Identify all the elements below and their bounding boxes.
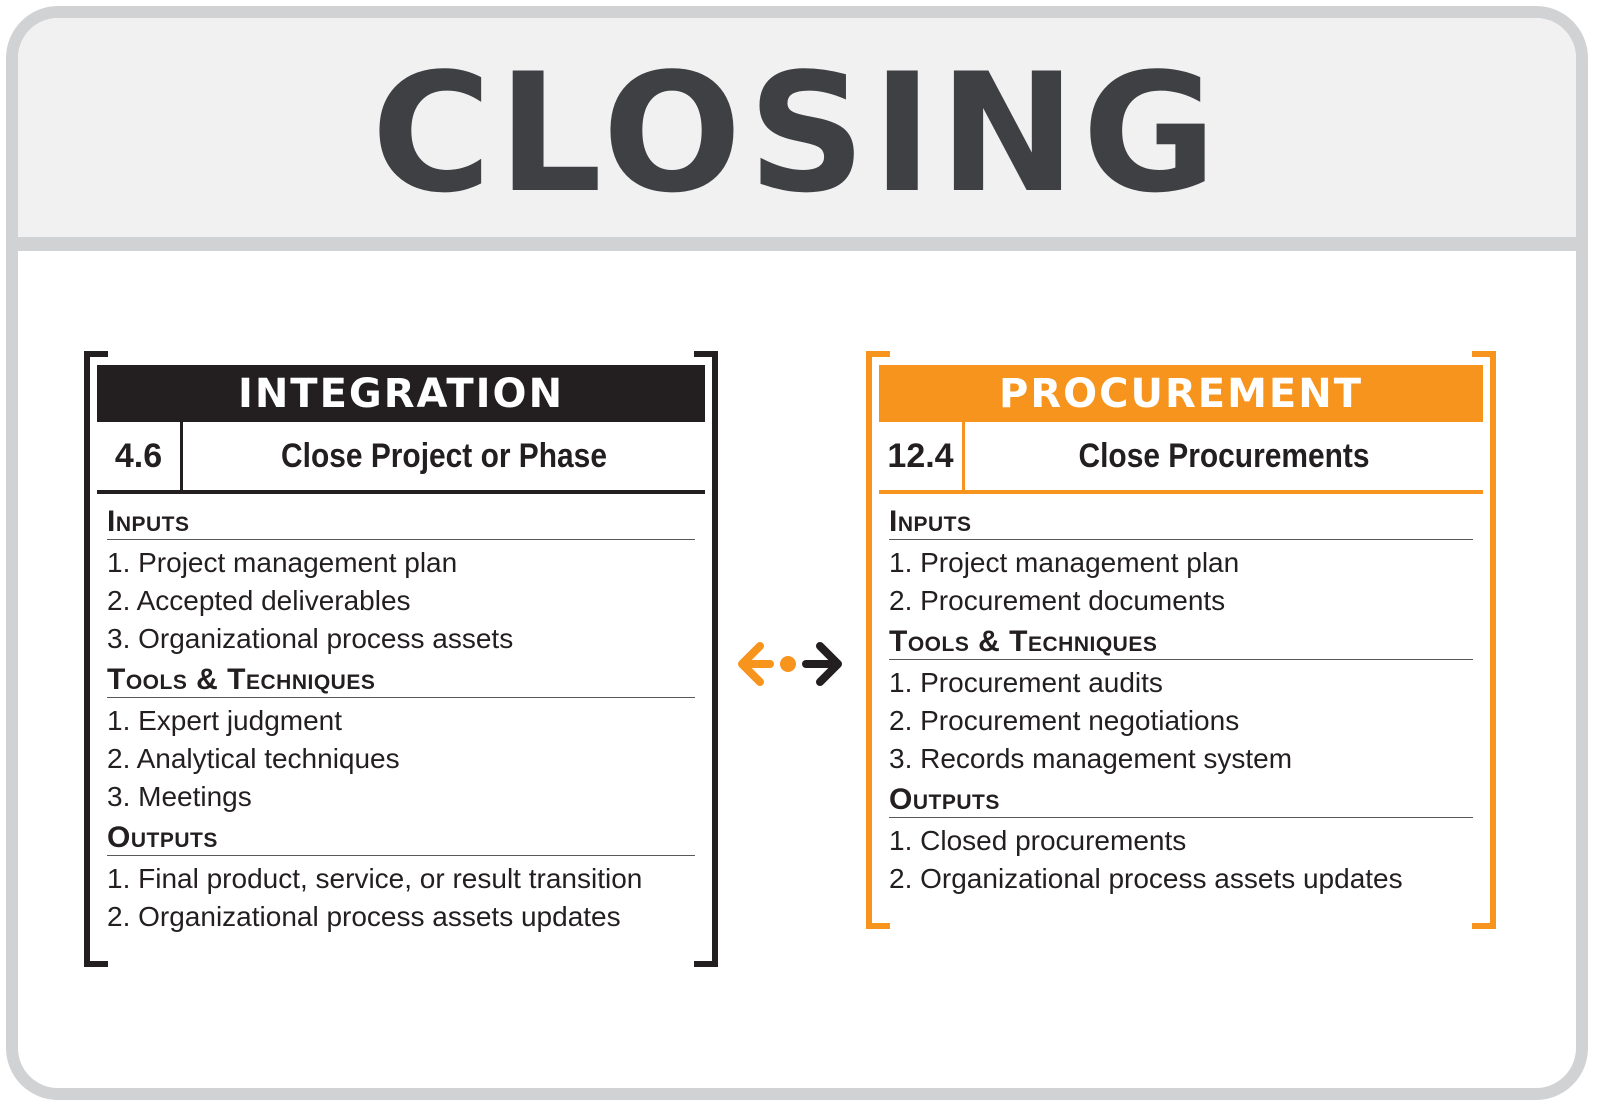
list-item: 2. Procurement negotiations <box>889 705 1240 736</box>
section-title: Tools & Techniques <box>889 626 1473 660</box>
list-item: 3. Organizational process assets <box>107 623 514 654</box>
list-item: 2. Procurement documents <box>889 585 1226 616</box>
process-number: 4.6 <box>97 422 183 490</box>
outputs-list: 1. Final product, service, or result tra… <box>107 860 695 936</box>
procurement-card: PROCUREMENT 12.4 Close Procurements Inpu… <box>866 351 1496 929</box>
list-item: 3. Records management system <box>889 743 1293 774</box>
area-title: INTEGRATION <box>97 365 705 422</box>
right-bracket <box>1472 351 1496 929</box>
process-number: 12.4 <box>879 422 965 490</box>
list-item: 1. Expert judgment <box>107 705 343 736</box>
right-bracket <box>694 351 718 967</box>
header: CLOSING <box>18 18 1576 251</box>
connector-dot <box>780 656 796 672</box>
section-title: Inputs <box>889 506 1473 540</box>
outputs-list: 1. Closed procurements 2. Organizational … <box>889 822 1473 898</box>
tools-section: Tools & Techniques 1. Procurement audits… <box>889 626 1473 778</box>
list-item: 3. Meetings <box>107 781 252 812</box>
closing-panel: CLOSING <box>6 6 1588 1100</box>
inputs-section: Inputs 1. Project management plan 2. Acce… <box>107 506 695 658</box>
integration-card: INTEGRATION 4.6 Close Project or Phase I… <box>84 351 718 967</box>
list-item: 1. Final product, service, or result tra… <box>107 863 643 894</box>
tools-list: 1. Procurement audits 2. Procurement nego… <box>889 664 1473 778</box>
list-item: 1. Procurement audits <box>889 667 1163 698</box>
process-row: 12.4 Close Procurements <box>879 422 1483 494</box>
outputs-section: Outputs 1. Final product, service, or re… <box>107 822 695 936</box>
left-bracket <box>866 351 890 929</box>
list-item: 2. Organizational process assets updates <box>889 863 1403 894</box>
left-bracket <box>84 351 108 967</box>
inputs-list: 1. Project management plan 2. Procurement… <box>889 544 1473 620</box>
bidirectional-arrow-icon <box>738 642 842 686</box>
process-name: Close Procurements <box>1078 436 1370 475</box>
section-title: Outputs <box>889 784 1473 818</box>
tools-list: 1. Expert judgment 2. Analytical techniqu… <box>107 702 695 816</box>
list-item: 2. Organizational process assets updates <box>107 901 621 932</box>
area-title: PROCUREMENT <box>879 365 1483 422</box>
list-item: 1. Project management plan <box>107 547 458 578</box>
list-item: 2. Accepted deliverables <box>107 585 411 616</box>
page-title: CLOSING <box>371 37 1223 229</box>
section-title: Inputs <box>107 506 695 540</box>
tools-section: Tools & Techniques 1. Expert judgment 2. … <box>107 664 695 816</box>
process-row: 4.6 Close Project or Phase <box>97 422 705 494</box>
inputs-section: Inputs 1. Project management plan 2. Proc… <box>889 506 1473 620</box>
list-item: 1. Closed procurements <box>889 825 1187 856</box>
section-title: Tools & Techniques <box>107 664 695 698</box>
process-name: Close Project or Phase <box>281 436 607 475</box>
list-item: 1. Project management plan <box>889 547 1240 578</box>
list-item: 2. Analytical techniques <box>107 743 400 774</box>
right-arrow-icon <box>802 642 842 686</box>
outputs-section: Outputs 1. Closed procurements 2. Organiz… <box>889 784 1473 898</box>
inputs-list: 1. Project management plan 2. Accepted de… <box>107 544 695 658</box>
left-arrow-icon <box>738 642 774 686</box>
section-title: Outputs <box>107 822 695 856</box>
